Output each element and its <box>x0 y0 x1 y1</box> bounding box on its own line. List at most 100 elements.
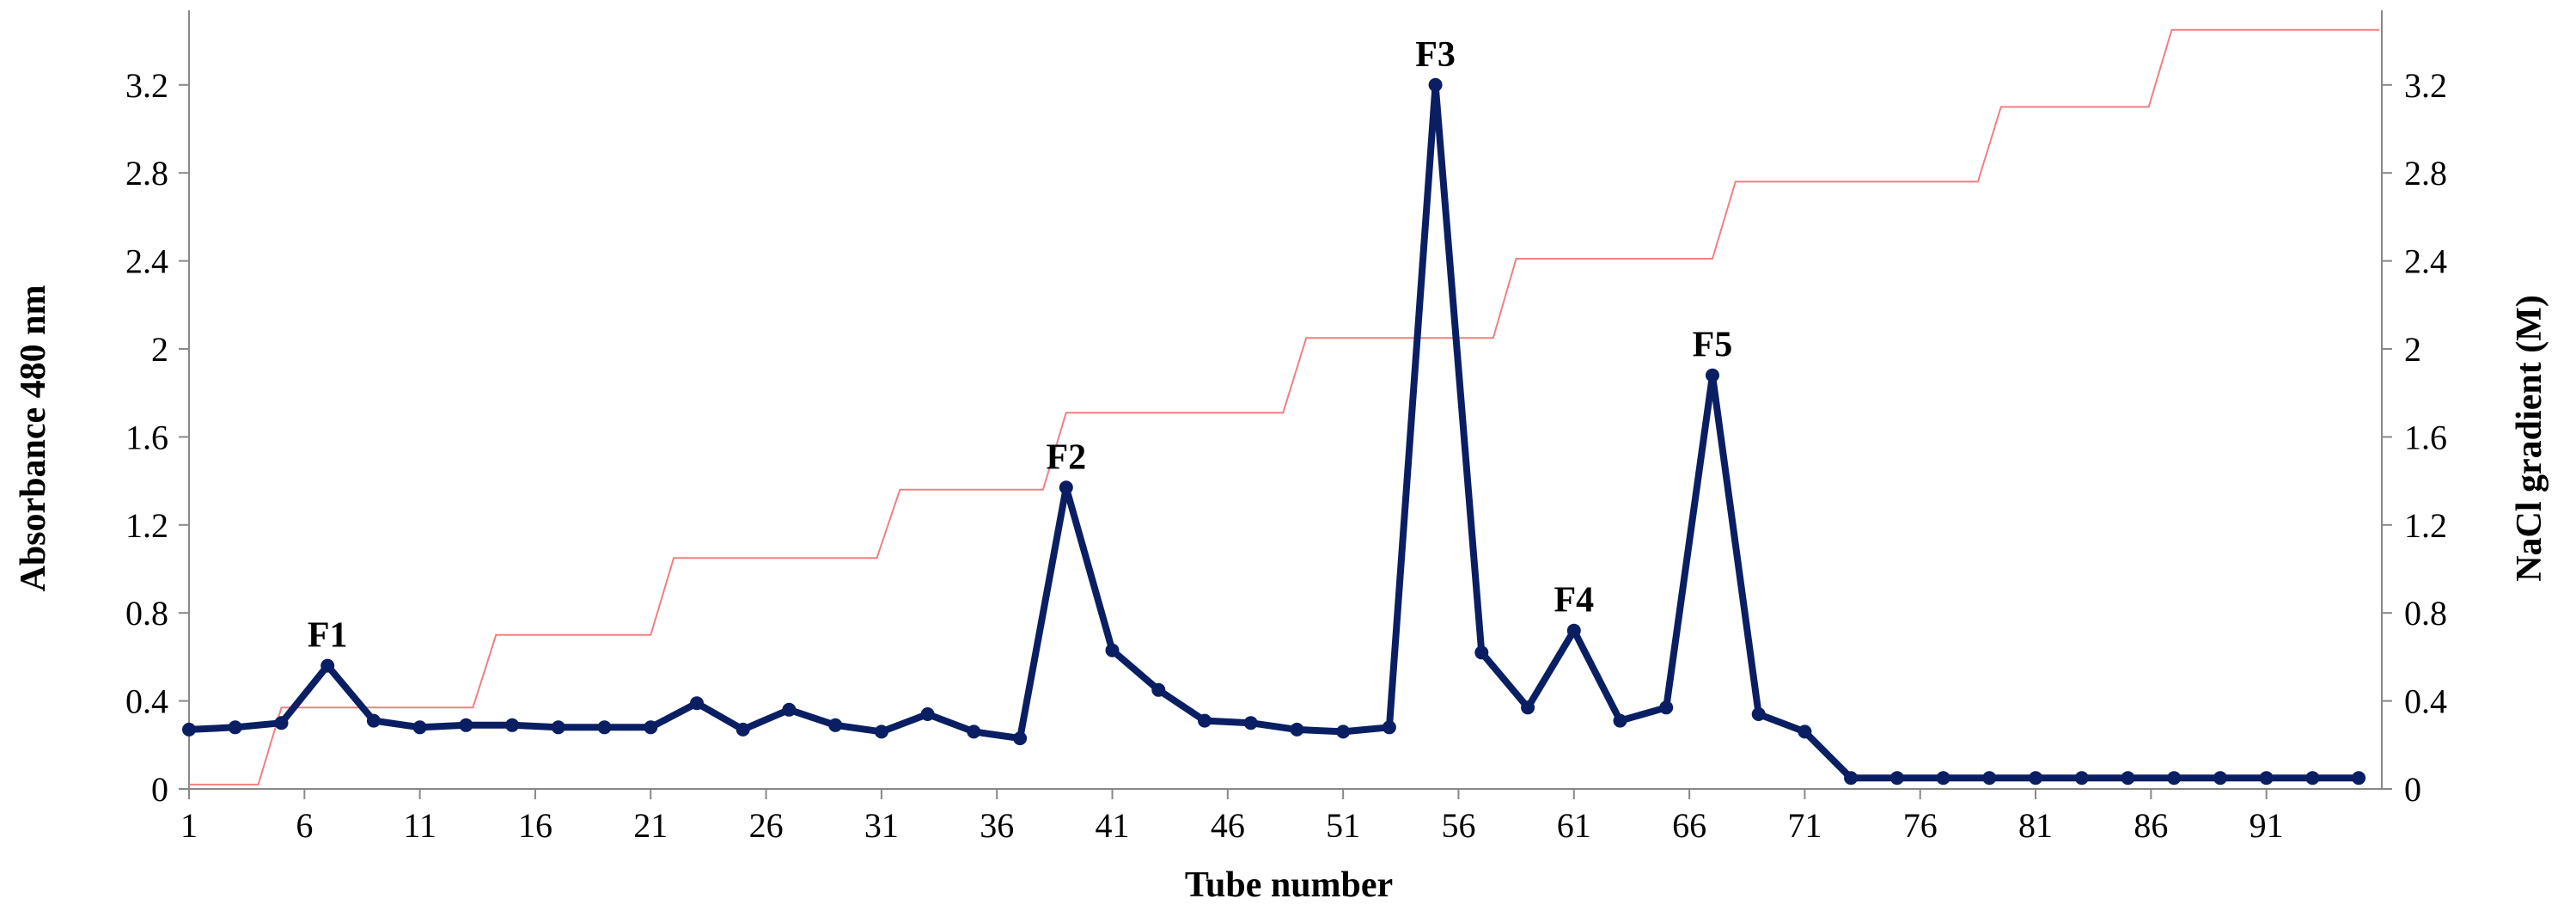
x-tick-label: 31 <box>864 806 899 845</box>
x-tick-label: 11 <box>403 806 436 845</box>
absorbance-point <box>1428 77 1443 92</box>
absorbance-point <box>2121 771 2135 786</box>
absorbance-point <box>2305 771 2320 786</box>
y2-tick-label: 0.4 <box>2404 682 2447 721</box>
absorbance-point <box>1798 724 1812 739</box>
nacl-gradient-line <box>189 28 2380 786</box>
peak-label-f3: F3 <box>1415 35 1456 75</box>
x-tick-label: 81 <box>2018 806 2053 845</box>
y-tick-label: 1.2 <box>125 506 168 545</box>
absorbance-point <box>1474 645 1489 660</box>
y2-tick-label: 2.4 <box>2404 242 2447 281</box>
absorbance-point <box>551 720 565 735</box>
y-axis-title: Absorbance 480 nm <box>14 284 53 591</box>
x-tick-label: 26 <box>749 806 784 845</box>
peak-label-f1: F1 <box>308 616 348 656</box>
absorbance-point <box>2167 771 2182 786</box>
absorbance-point <box>182 722 196 737</box>
absorbance-point <box>1290 722 1304 737</box>
y-tick-label: 2 <box>151 330 168 369</box>
absorbance-point <box>228 720 242 735</box>
x-tick-label: 86 <box>2133 806 2168 845</box>
peak-label-f5: F5 <box>1693 326 1733 365</box>
absorbance-point <box>1105 643 1120 657</box>
x-tick-label: 36 <box>980 806 1014 845</box>
x-tick-label: 56 <box>1441 806 1475 845</box>
absorbance-point <box>1936 771 1950 786</box>
x-tick-label: 66 <box>1672 806 1706 845</box>
y2-tick-label: 3.2 <box>2404 66 2447 105</box>
absorbance-point <box>412 720 427 735</box>
x-tick-label: 16 <box>518 806 552 845</box>
y2-axis-title: NaCl gradient (M) <box>2510 295 2549 582</box>
x-tick-label: 91 <box>2249 806 2284 845</box>
absorbance-point <box>1521 700 1535 715</box>
y2-tick-label: 0.8 <box>2404 594 2447 633</box>
x-tick-label: 51 <box>1326 806 1360 845</box>
absorbance-point <box>782 702 797 717</box>
peak-label-f4: F4 <box>1554 581 1594 621</box>
absorbance-point <box>1059 480 1073 495</box>
absorbance-point <box>1198 713 1212 728</box>
absorbance-point <box>1844 771 1859 786</box>
absorbance-point <box>2259 771 2274 786</box>
x-tick-label: 41 <box>1096 806 1130 845</box>
y2-tick-label: 1.2 <box>2404 506 2447 545</box>
y2-tick-label: 0 <box>2404 770 2421 809</box>
y-tick-label: 0 <box>151 770 168 809</box>
absorbance-point <box>736 722 750 737</box>
x-tick-label: 46 <box>1211 806 1245 845</box>
absorbance-point <box>1336 724 1351 739</box>
x-tick-label: 1 <box>180 806 198 845</box>
absorbance-point <box>320 658 335 673</box>
y2-tick-label: 2.8 <box>2404 154 2447 193</box>
absorbance-point <box>828 718 843 732</box>
absorbance-point <box>1706 368 1719 382</box>
absorbance-point <box>1659 700 1674 715</box>
axes: 0 0.4 0.8 1.2 1.6 2 2.4 2.8 3.2 0 0.4 0.8 1.2 1.6 2 2.4… <box>125 10 2447 845</box>
absorbance-series <box>182 77 2366 786</box>
absorbance-point <box>366 713 381 728</box>
y-tick-label: 2.4 <box>125 242 168 281</box>
absorbance-point <box>2074 771 2089 786</box>
absorbance-point <box>1382 720 1396 735</box>
y-tick-label: 0.4 <box>125 682 168 721</box>
y-tick-label: 1.6 <box>125 418 168 456</box>
absorbance-point <box>459 718 473 732</box>
x-tick-label: 21 <box>633 806 668 845</box>
y-tick-label: 0.8 <box>125 594 168 633</box>
x-axis-title: Tube number <box>1185 865 1393 905</box>
x-tick-label: 61 <box>1557 806 1591 845</box>
peak-label-f2: F2 <box>1046 437 1086 477</box>
absorbance-point <box>274 716 289 731</box>
x-tick-label: 76 <box>1903 806 1938 845</box>
absorbance-point <box>505 718 520 732</box>
absorbance-point <box>597 720 612 735</box>
x-tick-label: 71 <box>1787 806 1822 845</box>
absorbance-point <box>967 724 981 739</box>
absorbance-point <box>2213 771 2227 786</box>
absorbance-point <box>874 724 888 739</box>
y2-tick-label: 1.6 <box>2404 418 2447 456</box>
absorbance-point <box>1613 713 1627 728</box>
absorbance-point <box>920 707 935 721</box>
absorbance-point <box>2352 771 2366 786</box>
absorbance-point <box>1751 707 1766 721</box>
absorbance-point <box>1151 682 1166 697</box>
x-tick-label: 6 <box>296 806 313 845</box>
y-tick-label: 3.2 <box>125 66 168 105</box>
absorbance-point <box>1566 623 1581 638</box>
labels: F1 F2 F3 F4 F5 <box>308 35 1732 656</box>
absorbance-point <box>1243 716 1258 731</box>
absorbance-point <box>644 720 658 735</box>
y2-tick-label: 2 <box>2404 330 2421 369</box>
absorbance-point <box>1982 771 1997 786</box>
absorbance-point <box>1889 771 1904 786</box>
absorbance-point <box>1013 731 1028 746</box>
nacl-gradient-series <box>189 28 2380 786</box>
y-tick-label: 2.8 <box>125 154 168 193</box>
absorbance-point <box>2029 771 2043 786</box>
absorbance-line <box>186 81 2363 782</box>
absorbance-point <box>690 696 704 711</box>
